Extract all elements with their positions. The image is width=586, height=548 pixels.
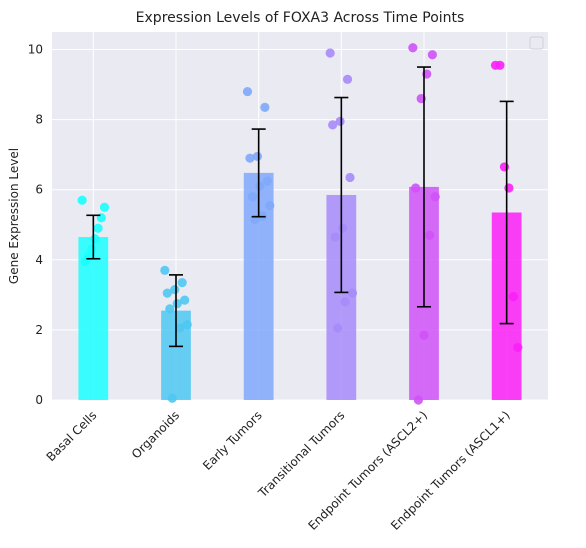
data-point xyxy=(508,292,518,302)
data-point xyxy=(411,183,421,193)
data-point xyxy=(495,60,505,70)
data-point xyxy=(328,120,338,130)
x-tick-label: Basal Cells xyxy=(44,408,100,464)
x-axis: Basal Cells Organoids Early TumorsTransiti… xyxy=(44,408,513,533)
chart-title: Expression Levels of FOXA3 Across Time P… xyxy=(136,10,465,26)
data-point xyxy=(337,223,348,233)
data-point xyxy=(430,192,440,202)
data-point xyxy=(90,234,100,244)
legend-box xyxy=(529,36,544,50)
x-tick-label: Early Tumors xyxy=(200,408,265,473)
data-point xyxy=(252,151,263,162)
y-tick-label: 0 xyxy=(35,393,43,407)
data-point xyxy=(165,304,175,314)
y-tick-label: 10 xyxy=(28,43,43,57)
data-point xyxy=(255,181,265,191)
data-point xyxy=(77,195,87,205)
data-point xyxy=(99,202,110,212)
data-point xyxy=(419,330,429,340)
data-point xyxy=(325,48,335,58)
data-point xyxy=(330,232,340,242)
data-point xyxy=(427,50,437,60)
data-point xyxy=(424,230,435,240)
y-tick-label: 6 xyxy=(35,183,43,197)
data-point xyxy=(160,265,170,275)
y-tick-label: 2 xyxy=(35,323,43,337)
y-axis-label: Gene Expression Level xyxy=(7,148,21,284)
data-point xyxy=(504,183,514,193)
data-point xyxy=(260,102,270,112)
data-point xyxy=(347,288,358,298)
data-point xyxy=(245,153,255,163)
data-point xyxy=(342,74,353,84)
data-point xyxy=(345,172,355,183)
data-point xyxy=(262,176,272,186)
y-axis: 0 2 4 6 8 10 xyxy=(28,43,43,407)
y-tick-label: 4 xyxy=(35,253,43,267)
plot-area xyxy=(52,32,548,400)
data-point xyxy=(340,297,350,307)
data-point xyxy=(167,393,177,403)
data-point xyxy=(513,342,523,353)
data-point xyxy=(172,299,182,309)
x-tick-label: Organoids xyxy=(129,408,182,461)
x-tick-label: Transitional Tumors xyxy=(255,408,348,501)
data-point xyxy=(242,86,253,97)
data-point xyxy=(408,43,418,53)
data-point xyxy=(175,323,185,333)
data-point xyxy=(499,162,510,172)
bars xyxy=(78,172,522,400)
data-point xyxy=(182,320,192,330)
data-point xyxy=(265,200,275,211)
data-point xyxy=(177,277,187,288)
data-point xyxy=(333,323,343,333)
y-tick-label: 8 xyxy=(35,113,43,127)
data-point xyxy=(162,288,172,298)
data-point xyxy=(413,395,424,405)
data-point xyxy=(335,116,345,126)
data-point xyxy=(170,285,180,295)
data-point xyxy=(247,192,258,202)
data-point xyxy=(180,295,190,305)
error-bars xyxy=(86,66,514,348)
data-point xyxy=(93,223,103,233)
